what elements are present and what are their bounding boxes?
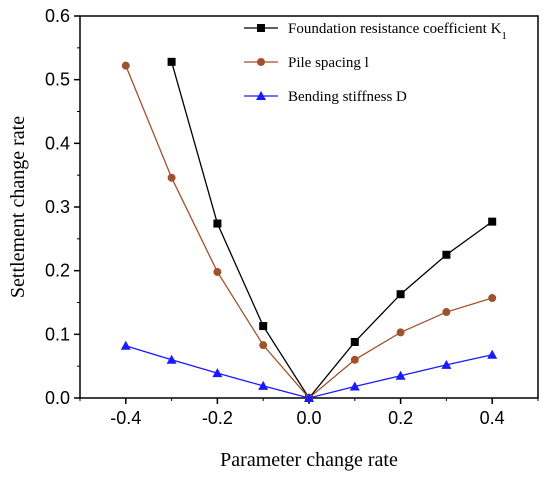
legend-label-subscript: 1 bbox=[501, 30, 507, 42]
data-point bbox=[396, 328, 405, 337]
data-point bbox=[213, 267, 222, 276]
data-point bbox=[442, 250, 451, 259]
y-tick-label: 0.1 bbox=[45, 324, 70, 344]
series-line bbox=[125, 345, 493, 399]
y-axis: 0.0 0.1 0.2 0.3 0.4 0.5 0.6 bbox=[45, 6, 80, 408]
series-2 bbox=[121, 61, 497, 402]
data-point bbox=[395, 370, 406, 380]
data-point bbox=[257, 24, 265, 32]
y-tick-label: 0.6 bbox=[45, 6, 70, 26]
data-point bbox=[257, 58, 265, 66]
legend-label: Pile spacing l bbox=[288, 55, 369, 71]
y-tick-label: 0.2 bbox=[45, 261, 70, 281]
data-point bbox=[121, 61, 130, 70]
data-point bbox=[488, 294, 497, 303]
series-3 bbox=[120, 340, 498, 402]
data-point bbox=[442, 308, 451, 317]
data-point bbox=[212, 368, 223, 378]
y-tick-label: 0.5 bbox=[45, 70, 70, 90]
plot-area bbox=[79, 15, 539, 399]
y-tick-label: 0.4 bbox=[45, 133, 70, 153]
y-tick-label: 0.3 bbox=[45, 197, 70, 217]
data-point bbox=[167, 173, 176, 182]
x-tick-label: -0.2 bbox=[202, 408, 233, 428]
x-tick-label: -0.4 bbox=[110, 408, 141, 428]
y-axis-label: Settlement change rate bbox=[7, 116, 29, 298]
data-point bbox=[488, 217, 497, 226]
data-point bbox=[258, 380, 269, 390]
data-point bbox=[304, 393, 314, 402]
legend: Foundation resistance coefficient K1 Pile… bbox=[244, 21, 507, 105]
data-point bbox=[167, 57, 176, 66]
data-point bbox=[350, 337, 359, 346]
series-line bbox=[170, 61, 493, 400]
plot-border bbox=[79, 15, 539, 399]
data-point bbox=[350, 355, 359, 364]
series-1 bbox=[167, 57, 497, 402]
x-axis: -0.4 -0.2 0.0 0.2 0.4 bbox=[79, 398, 539, 428]
legend-label: Foundation resistance coefficient K1 bbox=[288, 21, 507, 42]
x-axis-label: Parameter change rate bbox=[220, 449, 398, 471]
x-tick-label: 0.4 bbox=[480, 408, 505, 428]
y-tick-label: 0.0 bbox=[45, 388, 70, 408]
x-tick-label: 0.2 bbox=[388, 408, 413, 428]
data-point bbox=[120, 340, 131, 350]
x-tick-label: 0.0 bbox=[296, 408, 321, 428]
data-point bbox=[349, 381, 360, 391]
data-point bbox=[213, 219, 222, 228]
legend-label: Bending stiffness D bbox=[288, 89, 407, 105]
data-point bbox=[166, 354, 177, 364]
data-point bbox=[487, 349, 498, 359]
series-layer bbox=[120, 57, 498, 402]
series-line bbox=[125, 65, 493, 399]
data-point bbox=[259, 322, 268, 331]
data-point bbox=[259, 341, 268, 350]
data-point bbox=[441, 359, 452, 369]
data-point bbox=[396, 290, 405, 299]
data-point bbox=[256, 91, 266, 100]
